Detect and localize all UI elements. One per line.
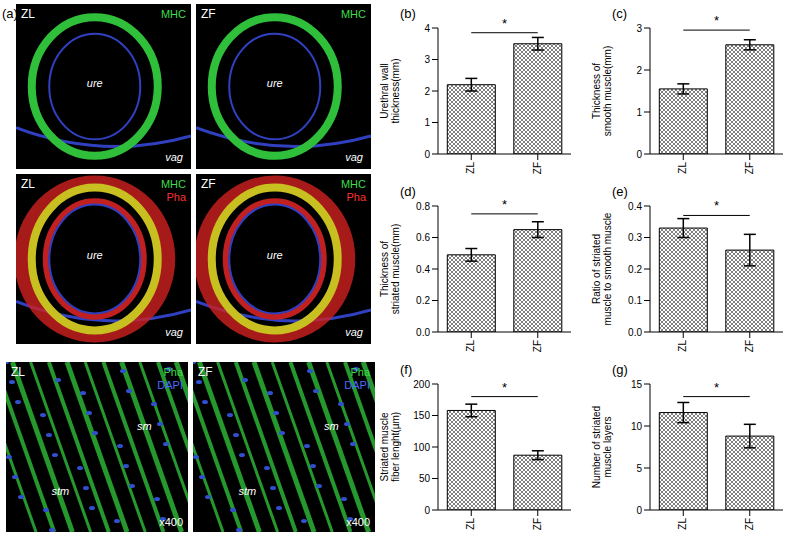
svg-text:100: 100 (413, 442, 430, 453)
svg-text:Pha: Pha (163, 366, 183, 378)
svg-text:ZL: ZL (465, 162, 476, 174)
svg-text:0.0: 0.0 (628, 327, 642, 338)
svg-text:3: 3 (424, 54, 430, 65)
svg-text:MHC: MHC (341, 8, 366, 20)
svg-text:0.0: 0.0 (416, 327, 430, 338)
svg-text:Pha: Pha (346, 191, 366, 203)
svg-text:0.1: 0.1 (628, 295, 642, 306)
svg-text:ZL: ZL (21, 7, 35, 21)
svg-text:ure: ure (87, 249, 103, 261)
svg-text:ure: ure (87, 77, 103, 89)
svg-text:0.3: 0.3 (628, 232, 642, 243)
svg-text:ZF: ZF (532, 340, 543, 352)
svg-text:50: 50 (419, 473, 431, 484)
svg-text:ZF: ZF (744, 162, 755, 174)
html-text:(f): (f) (400, 362, 413, 377)
svg-text:Pha: Pha (166, 191, 186, 203)
svg-text:3: 3 (636, 23, 642, 34)
html-text:(g): (g) (612, 362, 628, 377)
svg-text:ZL: ZL (677, 518, 688, 530)
svg-text:Urethral wallthickness(mm): Urethral wallthickness(mm) (379, 58, 401, 123)
svg-text:0: 0 (424, 505, 430, 516)
svg-text:ZF: ZF (744, 518, 755, 530)
svg-text:stm: stm (239, 485, 257, 497)
svg-text:x400: x400 (159, 516, 183, 528)
html-text:(e): (e) (612, 184, 628, 199)
svg-text:Thickness ofsmooth muscle(mm): Thickness ofsmooth muscle(mm) (591, 46, 613, 137)
html-text:(b): (b) (400, 6, 416, 21)
svg-text:*: * (714, 13, 719, 28)
svg-text:ZF: ZF (201, 177, 216, 191)
svg-text:DAPI: DAPI (344, 379, 370, 391)
svg-text:4: 4 (424, 23, 430, 34)
svg-text:ZL: ZL (465, 340, 476, 352)
svg-text:*: * (502, 380, 507, 395)
svg-text:1: 1 (636, 107, 642, 118)
html-text:(c): (c) (612, 6, 628, 21)
svg-text:ZL: ZL (21, 177, 35, 191)
svg-text:x400: x400 (346, 516, 370, 528)
svg-text:Striated musclefiber lenght(µm: Striated musclefiber lenght(µm) (379, 412, 401, 482)
svg-text:MHC: MHC (161, 178, 186, 190)
svg-text:ZF: ZF (198, 365, 213, 379)
svg-text:ZL: ZL (677, 340, 688, 352)
svg-text:ZF: ZF (532, 162, 543, 174)
svg-text:sm: sm (324, 420, 339, 432)
svg-text:Pha: Pha (350, 366, 370, 378)
svg-text:0: 0 (424, 149, 430, 160)
svg-text:MHC: MHC (161, 8, 186, 20)
svg-text:ure: ure (267, 249, 283, 261)
svg-text:0.6: 0.6 (416, 232, 430, 243)
svg-text:2: 2 (424, 86, 430, 97)
svg-text:*: * (502, 16, 507, 31)
svg-text:*: * (714, 380, 719, 395)
svg-text:vag: vag (165, 326, 184, 338)
svg-text:0.8: 0.8 (416, 201, 430, 212)
svg-text:0.2: 0.2 (628, 264, 642, 275)
svg-text:0.4: 0.4 (628, 201, 642, 212)
svg-text:ZL: ZL (465, 518, 476, 530)
svg-text:15: 15 (631, 379, 643, 390)
svg-text:1: 1 (424, 117, 430, 128)
svg-text:0.2: 0.2 (416, 295, 430, 306)
svg-text:0: 0 (636, 505, 642, 516)
svg-text:200: 200 (413, 379, 430, 390)
svg-text:sm: sm (137, 420, 152, 432)
svg-text:10: 10 (631, 421, 643, 432)
svg-text:Number of striatedmuscle layer: Number of striatedmuscle layers (591, 406, 613, 488)
svg-text:0: 0 (636, 149, 642, 160)
svg-text:vag: vag (345, 151, 364, 163)
svg-text:*: * (714, 198, 719, 213)
svg-text:*: * (502, 197, 507, 212)
svg-text:150: 150 (413, 410, 430, 421)
svg-text:ZL: ZL (677, 162, 688, 174)
svg-text:ZF: ZF (532, 518, 543, 530)
svg-text:MHC: MHC (341, 178, 366, 190)
svg-text:ure: ure (267, 77, 283, 89)
svg-text:DAPI: DAPI (157, 379, 183, 391)
svg-text:Ratio of striatedmuscle to smo: Ratio of striatedmuscle to smooth muscle (591, 212, 613, 325)
svg-text:vag: vag (345, 326, 364, 338)
svg-text:0.4: 0.4 (416, 264, 430, 275)
svg-text:Thickness ofstriated muscle(mm: Thickness ofstriated muscle(mm) (379, 224, 401, 315)
svg-text:ZF: ZF (201, 7, 216, 21)
svg-text:5: 5 (636, 463, 642, 474)
html-text:(a): (a) (2, 6, 18, 21)
svg-text:ZF: ZF (744, 340, 755, 352)
svg-text:2: 2 (636, 65, 642, 76)
svg-text:ZL: ZL (11, 365, 25, 379)
svg-text:stm: stm (52, 485, 70, 497)
svg-text:vag: vag (165, 151, 184, 163)
html-text:(d): (d) (400, 184, 416, 199)
